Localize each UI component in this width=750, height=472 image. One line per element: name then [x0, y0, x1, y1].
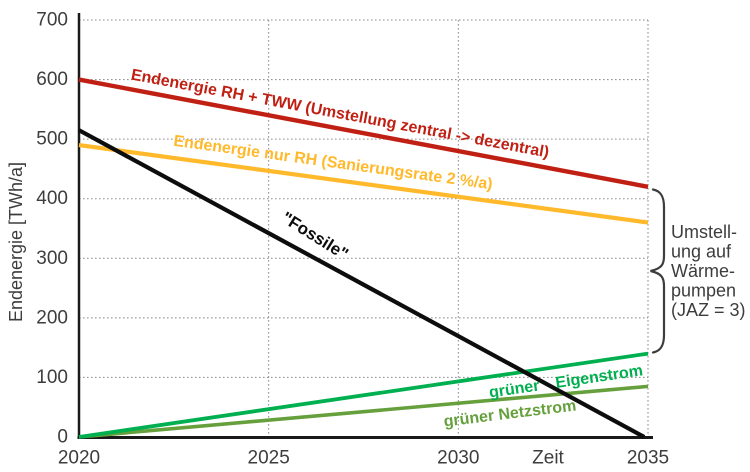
- series-line-gruener-eigenstrom: [78, 351, 649, 439]
- series-line-endenergie-nur-rh: [78, 143, 649, 225]
- series-line-endenergie-rh-tww: [78, 77, 649, 189]
- y-tick-700: 700: [36, 10, 68, 31]
- annotation-line-5: (JAZ = 3): [671, 300, 746, 320]
- x-axis-title: Zeit: [532, 448, 564, 469]
- annotation-line-2: ung auf: [671, 242, 732, 262]
- x-tick-2025: 2025: [248, 448, 290, 469]
- y-tick-labels: 0 100 200 300 400 500 600 700: [36, 10, 68, 448]
- brace: [650, 188, 666, 354]
- y-tick-200: 200: [36, 307, 68, 328]
- gridlines: [79, 19, 649, 437]
- series-labels: Endenergie RH + TWW (Umstellung zentral …: [130, 67, 644, 431]
- y-tick-500: 500: [36, 129, 68, 150]
- y-tick-600: 600: [36, 69, 68, 90]
- x-tick-2030: 2030: [437, 448, 479, 469]
- series-label-fossile: "Fossile": [278, 208, 351, 264]
- annotation-line-4: pumpen: [671, 281, 736, 301]
- annotation-umstellung: Umstell- ung auf Wärme- pumpen (JAZ = 3): [671, 222, 746, 320]
- annotation-line-1: Umstell-: [671, 222, 737, 242]
- y-tick-400: 400: [36, 188, 68, 209]
- series-line-fossile: [77, 128, 646, 439]
- series-lines: [77, 77, 649, 439]
- annotation-line-3: Wärme-: [671, 261, 735, 281]
- series-line-gruener-netzstrom: [78, 384, 649, 439]
- y-tick-100: 100: [36, 367, 68, 388]
- x-tick-2035: 2035: [627, 448, 669, 469]
- x-tick-2020: 2020: [58, 448, 100, 469]
- y-tick-300: 300: [36, 248, 68, 269]
- x-tick-labels: 2020 2025 2030 2035 Zeit Endenergie [TWh…: [6, 162, 669, 469]
- y-axis-title: Endenergie [TWh/a]: [6, 162, 26, 322]
- y-tick-0: 0: [57, 427, 68, 448]
